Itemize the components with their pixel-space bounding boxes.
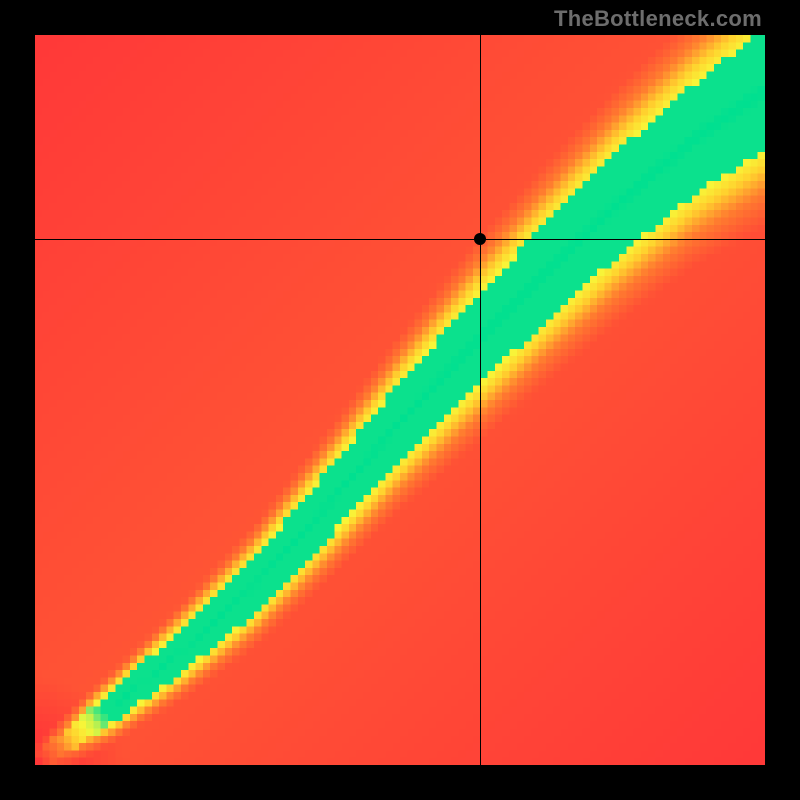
crosshair-horizontal: [35, 239, 765, 240]
plot-area: [35, 35, 765, 765]
watermark-text: TheBottleneck.com: [554, 6, 762, 32]
crosshair-vertical: [480, 35, 481, 765]
crosshair-marker: [474, 233, 486, 245]
heatmap-canvas: [35, 35, 765, 765]
